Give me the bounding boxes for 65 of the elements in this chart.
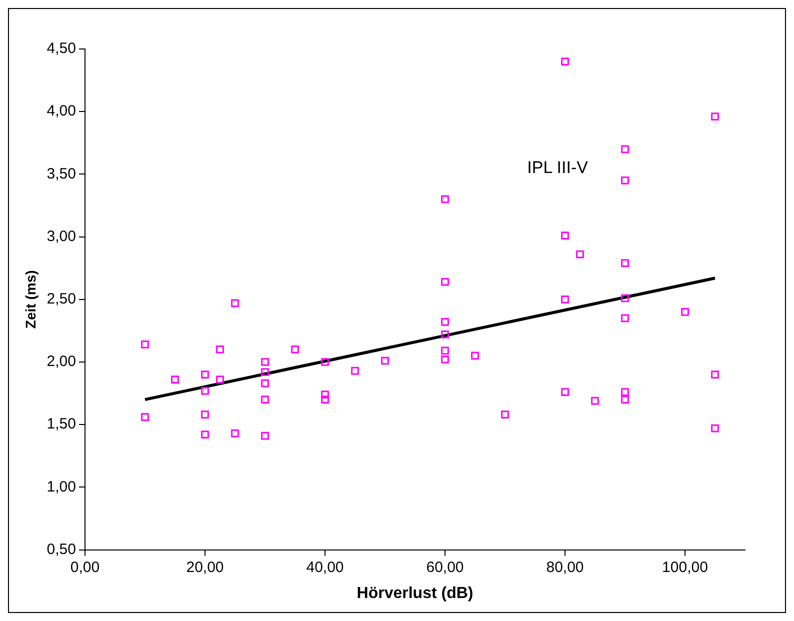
point xyxy=(501,410,509,419)
point xyxy=(291,346,299,354)
point xyxy=(441,346,449,355)
x-tick-label: 40,00 xyxy=(306,558,344,576)
point xyxy=(621,145,629,154)
point xyxy=(261,396,269,404)
point xyxy=(261,379,269,388)
point xyxy=(201,386,209,395)
point xyxy=(321,358,329,366)
point xyxy=(561,58,569,66)
y-tick-label: 4,00 xyxy=(46,102,76,120)
y-tick-label: 2,50 xyxy=(46,290,76,308)
point xyxy=(621,396,629,404)
point xyxy=(441,278,449,286)
point xyxy=(321,390,329,398)
y-axis-title: Zeit (ms) xyxy=(22,270,38,329)
x-tick-label: 60,00 xyxy=(426,558,464,576)
x-tick-label: 20,00 xyxy=(186,558,224,576)
point xyxy=(561,295,569,304)
y-tick-label: 3,00 xyxy=(46,228,76,245)
y-tick-label: 0,50 xyxy=(46,540,76,558)
point xyxy=(141,340,149,348)
x-axis-title: Hörverlust (dB) xyxy=(356,584,474,602)
point xyxy=(201,410,209,419)
point xyxy=(681,308,689,316)
point xyxy=(711,370,719,378)
point xyxy=(711,424,719,432)
x-tick-label: 0,00 xyxy=(70,558,100,576)
point xyxy=(441,356,449,364)
point xyxy=(621,176,629,184)
y-tick-label: 2,00 xyxy=(46,353,76,370)
point xyxy=(381,356,389,365)
y-tick-label: 1,50 xyxy=(46,416,76,433)
x-tick-label: 80,00 xyxy=(546,558,584,576)
point xyxy=(261,358,269,366)
point xyxy=(441,195,449,204)
point xyxy=(231,299,239,308)
point xyxy=(141,413,149,422)
y-tick-label: 1,00 xyxy=(46,478,76,496)
x-tick-label: 100,00 xyxy=(662,558,708,576)
point xyxy=(561,232,569,240)
point xyxy=(591,396,599,405)
point xyxy=(561,388,569,396)
point xyxy=(621,259,629,268)
point xyxy=(621,294,629,302)
y-tick-label: 4,50 xyxy=(46,40,76,58)
point xyxy=(441,318,449,326)
point xyxy=(441,330,449,338)
point xyxy=(711,112,719,121)
point xyxy=(261,368,269,376)
y-tick-label: 3,50 xyxy=(46,165,76,182)
point xyxy=(201,430,209,439)
point xyxy=(321,396,329,404)
point xyxy=(261,432,269,440)
point xyxy=(201,370,209,378)
point xyxy=(231,429,239,438)
annotation: IPL III-V xyxy=(527,158,589,177)
point xyxy=(471,352,479,360)
point xyxy=(216,346,224,354)
point xyxy=(216,376,224,384)
point xyxy=(576,250,584,258)
point xyxy=(621,314,629,322)
point xyxy=(621,388,629,396)
point xyxy=(351,366,359,375)
point xyxy=(171,376,179,384)
